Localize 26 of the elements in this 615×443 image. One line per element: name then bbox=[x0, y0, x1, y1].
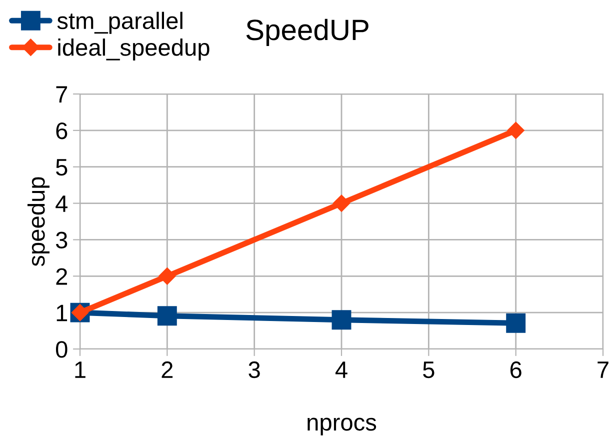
y-tick-label: 6 bbox=[56, 122, 68, 140]
point bbox=[506, 313, 526, 333]
y-tick-label: 3 bbox=[56, 232, 68, 248]
y-axis-title: speedup bbox=[28, 177, 50, 266]
x-tick-label: 3 bbox=[248, 361, 260, 378]
point bbox=[157, 306, 177, 326]
x-tick-label: 2 bbox=[162, 361, 173, 378]
legend-label: ideal_speedup bbox=[58, 38, 210, 61]
x-tick-label: 5 bbox=[423, 362, 434, 378]
x-tick-label: 1 bbox=[75, 362, 86, 378]
point bbox=[332, 310, 352, 330]
y-tick-label: 0 bbox=[56, 341, 68, 358]
x-axis-title: nprocs bbox=[308, 418, 376, 436]
legend-label: stm_parallel bbox=[57, 12, 182, 34]
x-tick-label: 7 bbox=[598, 362, 608, 378]
x-tick-label: 6 bbox=[510, 361, 522, 378]
y-tick-label: 7 bbox=[56, 86, 68, 103]
point bbox=[332, 194, 350, 212]
y-tick-label: 1 bbox=[56, 304, 68, 322]
x-tick-label: 4 bbox=[335, 362, 348, 378]
chart-title: SpeedUP bbox=[246, 18, 368, 46]
y-tick-label: 5 bbox=[56, 159, 68, 176]
point bbox=[158, 268, 176, 285]
y-tick-label: 4 bbox=[56, 196, 68, 212]
y-tick-label: 2 bbox=[56, 268, 68, 285]
point bbox=[507, 122, 524, 139]
